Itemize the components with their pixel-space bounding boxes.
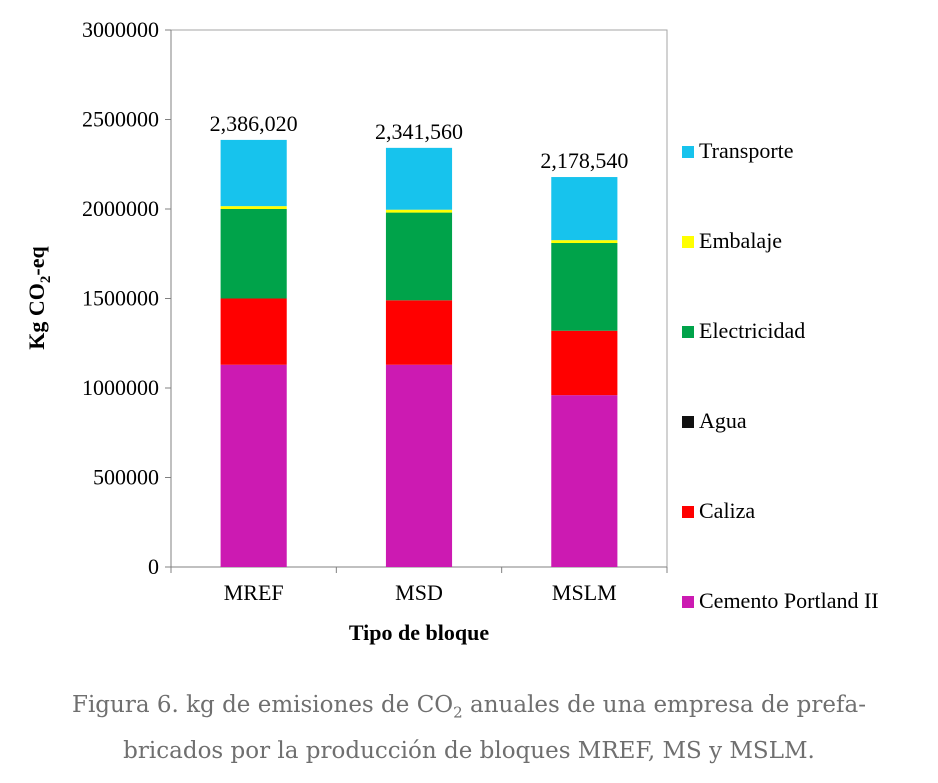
legend-label: Electricidad xyxy=(699,318,805,343)
legend-swatch xyxy=(682,416,694,428)
y-tick-label: 1000000 xyxy=(82,375,159,400)
x-category-label: MREF xyxy=(224,580,284,605)
y-axis-title-tail: -eq xyxy=(24,246,49,276)
legend-swatch xyxy=(682,506,694,518)
bar-segment-mref-electricidad xyxy=(220,209,287,299)
x-axis: MREF MSD MSLM xyxy=(170,566,668,605)
bar-segment-mref-embalaje xyxy=(220,206,287,209)
bar-segment-msd-transporte xyxy=(385,147,453,210)
figure-caption: Figura 6. kg de emisiones de CO2 anuales… xyxy=(0,686,938,770)
y-tick-label: 0 xyxy=(148,554,159,579)
y-axis: 0 500000 1000000 1500000 2000000 2500000 30000… xyxy=(82,17,172,579)
x-axis-title: Tipo de bloque xyxy=(349,620,489,645)
caption-line-1-end: anuales de una empresa de prefa- xyxy=(462,692,866,718)
y-tick-label: 500000 xyxy=(93,465,159,490)
bar-segment-mslm-caliza xyxy=(551,330,618,396)
bar-segment-mref-cemento-portland-ii xyxy=(220,364,287,567)
y-axis-title: Kg CO2-eq xyxy=(24,246,54,350)
legend-swatch xyxy=(682,326,694,338)
bar-segment-mslm-transporte xyxy=(551,177,618,241)
bar-segment-mslm-cemento-portland-ii xyxy=(551,395,618,567)
bar-total-label: 2,178,540 xyxy=(540,148,628,173)
legend-swatch xyxy=(682,236,694,248)
bar-total-labels: 2,386,020 2,341,560 2,178,540 xyxy=(210,111,629,173)
caption-line-1: Figura 6. kg de emisiones de CO2 anuales… xyxy=(0,686,938,732)
legend-label: Transporte xyxy=(699,138,794,163)
y-axis-title-main: Kg CO xyxy=(24,283,49,350)
legend-label: Embalaje xyxy=(699,228,782,253)
legend: Transporte Embalaje Electricidad Agua Caliza… xyxy=(682,138,879,613)
caption-line-2: bricados por la producción de bloques MR… xyxy=(123,737,815,764)
bar-segment-msd-caliza xyxy=(385,300,453,365)
bar-segment-mslm-electricidad xyxy=(551,243,618,331)
bar-segment-mslm-embalaje xyxy=(551,240,618,244)
bar-segment-msd-cemento-portland-ii xyxy=(385,364,453,567)
bar-total-label: 2,341,560 xyxy=(375,119,463,144)
y-tick-label: 3000000 xyxy=(82,17,159,42)
bar-segment-msd-electricidad xyxy=(385,212,453,301)
caption-line-1-start: Figura 6. kg de emisiones de CO xyxy=(71,692,454,718)
bar-segment-mref-caliza xyxy=(220,298,287,365)
y-axis-title-subscript: 2 xyxy=(38,276,54,284)
legend-swatch xyxy=(682,596,694,608)
y-tick-label: 1500000 xyxy=(82,286,159,311)
bar-segment-msd-embalaje xyxy=(385,209,453,213)
bars xyxy=(220,139,618,567)
bar-total-label: 2,386,020 xyxy=(210,111,298,136)
y-tick-label: 2000000 xyxy=(82,196,159,221)
legend-label: Caliza xyxy=(699,498,755,523)
x-category-label: MSLM xyxy=(552,580,617,605)
legend-label: Cemento Portland II xyxy=(699,588,879,613)
legend-label: Agua xyxy=(699,408,747,433)
legend-swatch xyxy=(682,146,694,158)
bar-segment-mref-transporte xyxy=(220,139,287,207)
y-tick-label: 2500000 xyxy=(82,107,159,132)
stacked-bar-chart: 0 500000 1000000 1500000 2000000 2500000 30000… xyxy=(24,17,879,645)
x-category-label: MSD xyxy=(395,580,443,605)
caption-subscript: 2 xyxy=(453,703,463,722)
